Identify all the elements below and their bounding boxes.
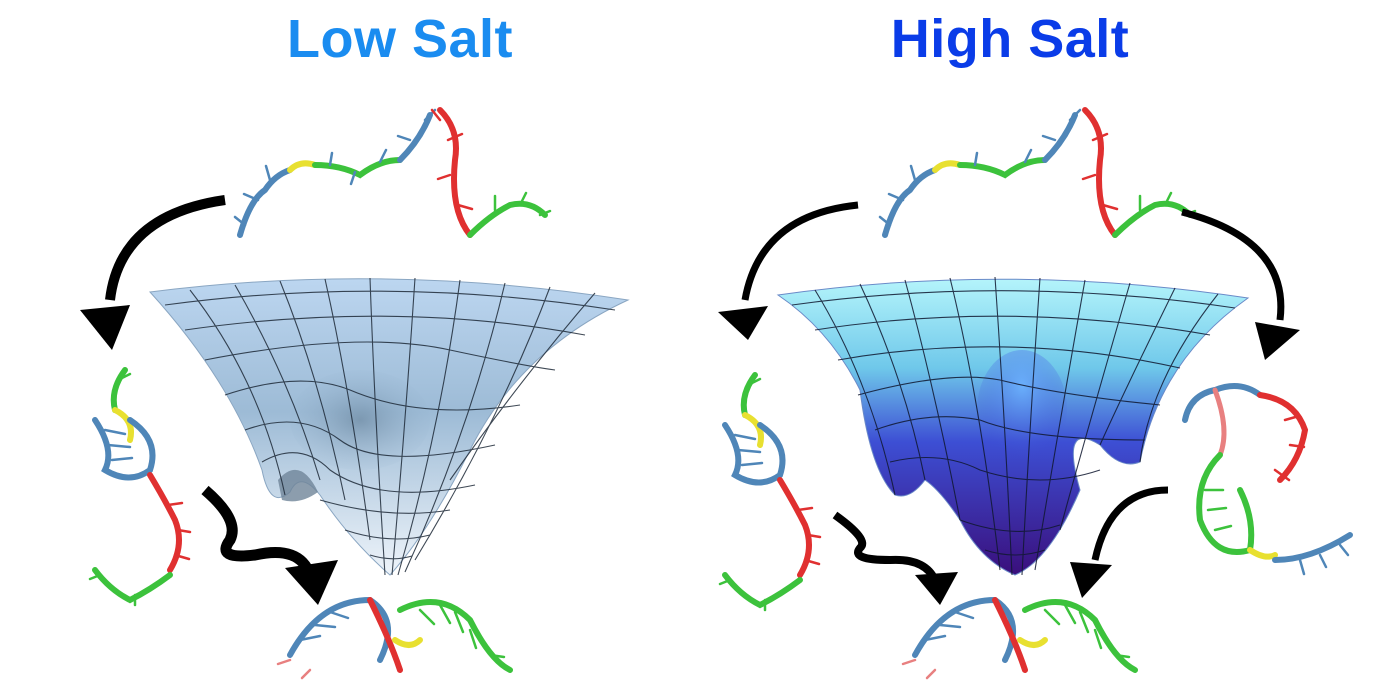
squiggle-arrow-icon: [832, 511, 939, 582]
dna-strand-icon: [1182, 383, 1353, 576]
arrow-head-icon: [1070, 562, 1112, 598]
high-salt-panel: [718, 107, 1353, 680]
arrow-head-icon: [285, 560, 338, 605]
high-salt-title: High Salt: [890, 9, 1130, 69]
curved-arrow-icon: [1181, 208, 1285, 321]
low-salt-panel: [80, 107, 630, 680]
curved-arrow-icon: [105, 195, 226, 301]
low-salt-title: Low Salt: [286, 9, 513, 69]
dna-strand-icon: [233, 107, 552, 238]
arrow-head-icon: [80, 305, 130, 350]
arrow-head-icon: [1255, 322, 1300, 360]
dna-strand-icon: [878, 107, 1197, 238]
energy-funnel-icon: [148, 277, 630, 576]
energy-funnel-icon: [776, 276, 1250, 576]
curved-arrow-icon: [1091, 486, 1169, 561]
arrow-head-icon: [718, 306, 768, 340]
curved-arrow-icon: [741, 201, 859, 301]
arrow-head-icon: [915, 572, 958, 605]
dna-strand-icon: [276, 596, 513, 680]
dna-strand-icon: [718, 372, 822, 612]
squiggle-arrow-icon: [201, 485, 316, 578]
dna-strand-icon: [88, 367, 192, 607]
dna-strand-icon: [901, 596, 1138, 680]
